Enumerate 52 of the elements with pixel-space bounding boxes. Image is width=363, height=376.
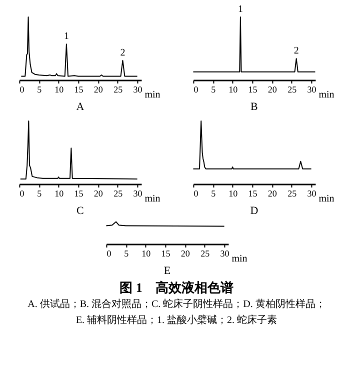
x-tick-label: 15	[74, 84, 84, 94]
text: B	[250, 101, 258, 113]
caption: 图 1 高效液相色谱	[120, 280, 234, 295]
annotation: 1	[64, 31, 69, 42]
text: C	[76, 205, 84, 217]
x-tick-label: 0	[194, 188, 199, 198]
x-tick-label: 15	[248, 84, 258, 94]
x-tick-label: 20	[94, 188, 104, 198]
x-tick-label: 20	[268, 188, 278, 198]
text: E. 辅料阴性样品；1. 盐酸小檗碱；2. 蛇床子素	[76, 314, 278, 326]
text: D	[250, 205, 258, 217]
x-tick-label: 5	[211, 188, 216, 198]
x-tick-label: 25	[288, 84, 298, 94]
x-axis-title: min	[144, 90, 160, 100]
x-tick-label: 20	[94, 84, 104, 94]
x-tick-label: 0	[20, 188, 25, 198]
text: A	[76, 101, 84, 113]
x-tick-label: 15	[248, 188, 258, 198]
x-tick-label: 10	[54, 84, 64, 94]
x-tick-label: 5	[37, 188, 42, 198]
x-tick-label: 10	[54, 188, 64, 198]
x-tick-label: 20	[268, 84, 278, 94]
x-axis-title: min	[318, 194, 334, 204]
x-tick-label: 0	[194, 84, 199, 94]
x-tick-label: 25	[200, 248, 210, 258]
x-tick-label: 15	[74, 188, 84, 198]
x-tick-label: 10	[228, 84, 238, 94]
x-tick-label: 5	[124, 248, 130, 258]
text: E	[164, 265, 171, 277]
x-tick-label: 0	[20, 84, 25, 94]
x-axis-title: min	[232, 254, 248, 264]
x-tick-label: 25	[114, 84, 124, 94]
annotation: 1	[238, 4, 243, 16]
x-tick-label: 25	[288, 188, 298, 198]
x-axis-title: min	[144, 194, 160, 204]
x-tick-label: 30	[133, 188, 143, 198]
text: A. 供试品；B. 混合对照品；C. 蛇床子阴性样品；D. 黄柏阴性样品；	[28, 298, 326, 310]
x-tick-label: 10	[142, 248, 152, 258]
x-tick-label: 30	[307, 84, 317, 94]
x-tick-label: 20	[180, 248, 190, 258]
x-tick-label: 30	[307, 188, 317, 198]
x-tick-label: 5	[211, 84, 216, 94]
x-tick-label: 0	[106, 248, 112, 258]
x-axis-title: min	[318, 90, 334, 100]
annotation: 2	[120, 47, 126, 58]
x-tick-label: 10	[228, 188, 238, 198]
x-tick-label: 25	[114, 188, 124, 198]
x-tick-label: 30	[220, 248, 230, 258]
x-tick-label: 15	[161, 248, 171, 258]
annotation: 2	[294, 46, 299, 57]
x-tick-label: 5	[37, 84, 42, 94]
x-tick-label: 30	[133, 84, 143, 94]
